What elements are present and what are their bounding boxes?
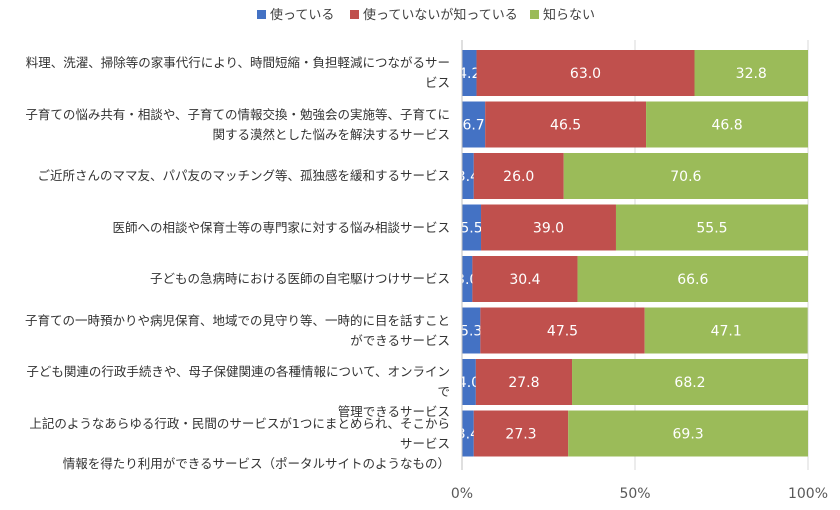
data-label: 27.8 [508, 375, 539, 391]
data-label: 66.6 [677, 272, 708, 288]
data-label: 70.6 [670, 169, 701, 185]
data-label: 39.0 [533, 221, 564, 237]
category-label: 子ども関連の行政手続きや、母子保健関連の各種情報について、オンラインで 管理でき… [26, 364, 450, 419]
bar-segment [473, 153, 564, 199]
data-label: 68.2 [674, 375, 705, 391]
bar-segment [462, 256, 473, 302]
bar-segment [462, 204, 482, 251]
x-tick-label: 50% [619, 486, 650, 502]
data-label: 4.2 [458, 66, 480, 82]
bar-segment [475, 359, 573, 405]
data-label: 47.1 [711, 324, 742, 340]
category-label: 子どもの急病時における医師の自宅駆けつけサービス [149, 271, 450, 286]
data-label: 46.8 [711, 118, 742, 134]
legend-swatch [350, 10, 359, 19]
legend-swatch [257, 10, 266, 19]
legend-label: 使っていないが知っている [363, 7, 518, 23]
category-label: ご近所さんのママ友、パパ友のマッチング等、孤独感を緩和するサービス [37, 168, 450, 183]
data-label: 5.5 [460, 221, 482, 237]
bar-segment [480, 307, 645, 354]
bar-segment [572, 359, 808, 405]
data-label: 55.5 [696, 221, 727, 237]
data-label: 5.3 [460, 324, 482, 340]
legend-label: 知らない [543, 7, 595, 23]
category-label: 医師への相談や保育士等の専門家に対する悩み相談サービス [112, 219, 450, 235]
bar-segment [462, 153, 474, 199]
bar-segment [462, 50, 477, 96]
bar-segment [481, 204, 616, 251]
data-label: 4.0 [458, 375, 480, 391]
bar-segment [485, 101, 647, 148]
data-label: 26.0 [503, 169, 534, 185]
bar-segment [473, 410, 569, 457]
data-label: 32.8 [736, 66, 767, 82]
bar-segment [577, 256, 808, 302]
bar-segment [646, 101, 808, 148]
data-label: 27.3 [505, 427, 536, 443]
bar-segment [644, 307, 808, 354]
category-label: 子育ての一時預かりや病児保育、地域での見守り等、一時的に目を話すこと ができるサ… [24, 312, 450, 348]
data-label: 30.4 [509, 272, 540, 288]
bar-segment [568, 410, 808, 457]
category-label: 料理、洗濯、掃除等の家事代行により、時間短縮・負担軽減につながるサー ビス [25, 55, 450, 90]
bar-segment [563, 153, 808, 199]
bar-segment [462, 410, 474, 457]
x-tick-label: 100% [788, 486, 828, 502]
bar-segment [472, 256, 578, 302]
bar-segment [462, 101, 486, 148]
bar-segment [476, 50, 695, 96]
data-label: 63.0 [570, 66, 601, 82]
legend-swatch [530, 10, 539, 19]
data-label: 47.5 [547, 324, 578, 340]
category-label: 上記のようなあらゆる行政・民間のサービスが1つにまとめられ、そこからサービス 情… [29, 415, 450, 471]
legend-label: 使っている [270, 7, 334, 23]
bar-segment [462, 359, 476, 405]
data-label: 6.7 [462, 118, 484, 134]
data-label: 46.5 [550, 118, 581, 134]
category-label: 子育ての悩み共有・相談や、子育ての情報交換・勉強会の実施等、子育てに 関する漠然… [25, 106, 450, 142]
bar-segment [615, 204, 808, 251]
data-label: 69.3 [673, 427, 704, 443]
bar-segment [694, 50, 808, 96]
x-tick-label: 0% [451, 486, 473, 502]
bar-segment [462, 307, 481, 354]
